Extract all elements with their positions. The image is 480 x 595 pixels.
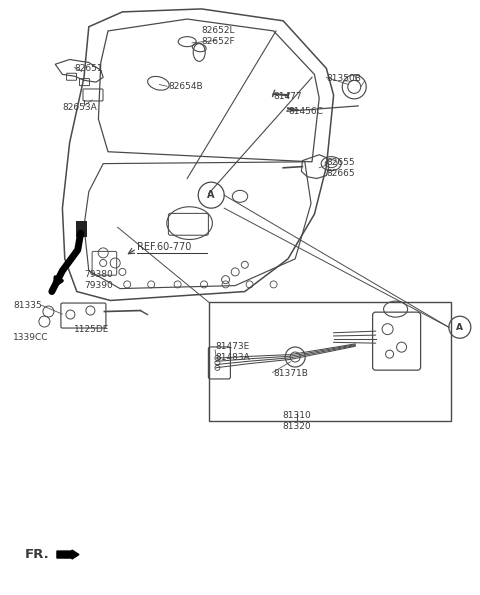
Text: 82652L
82652F: 82652L 82652F <box>202 26 235 46</box>
Text: 81350B: 81350B <box>326 74 361 83</box>
Text: 81456C: 81456C <box>288 107 323 117</box>
Text: 79380
79390: 79380 79390 <box>84 270 113 290</box>
Text: 82653A: 82653A <box>62 102 97 112</box>
Text: 82655
82665: 82655 82665 <box>326 158 355 178</box>
Text: REF.60-770: REF.60-770 <box>137 242 191 252</box>
Bar <box>209 302 451 421</box>
Text: FR.: FR. <box>25 548 50 561</box>
Text: 81371B: 81371B <box>274 369 309 378</box>
Text: 81473E
81483A: 81473E 81483A <box>215 342 250 362</box>
Text: A: A <box>456 322 463 332</box>
Text: 81335: 81335 <box>13 300 42 310</box>
Text: 1339CC: 1339CC <box>13 333 49 343</box>
Text: 81310
81320: 81310 81320 <box>282 411 311 431</box>
Text: 81477: 81477 <box>274 92 302 101</box>
Text: A: A <box>207 190 215 200</box>
FancyArrow shape <box>57 550 79 559</box>
Text: 82654B: 82654B <box>168 82 203 91</box>
Text: 1125DE: 1125DE <box>74 324 110 334</box>
Text: 82651: 82651 <box>74 64 103 73</box>
FancyBboxPatch shape <box>76 221 86 237</box>
